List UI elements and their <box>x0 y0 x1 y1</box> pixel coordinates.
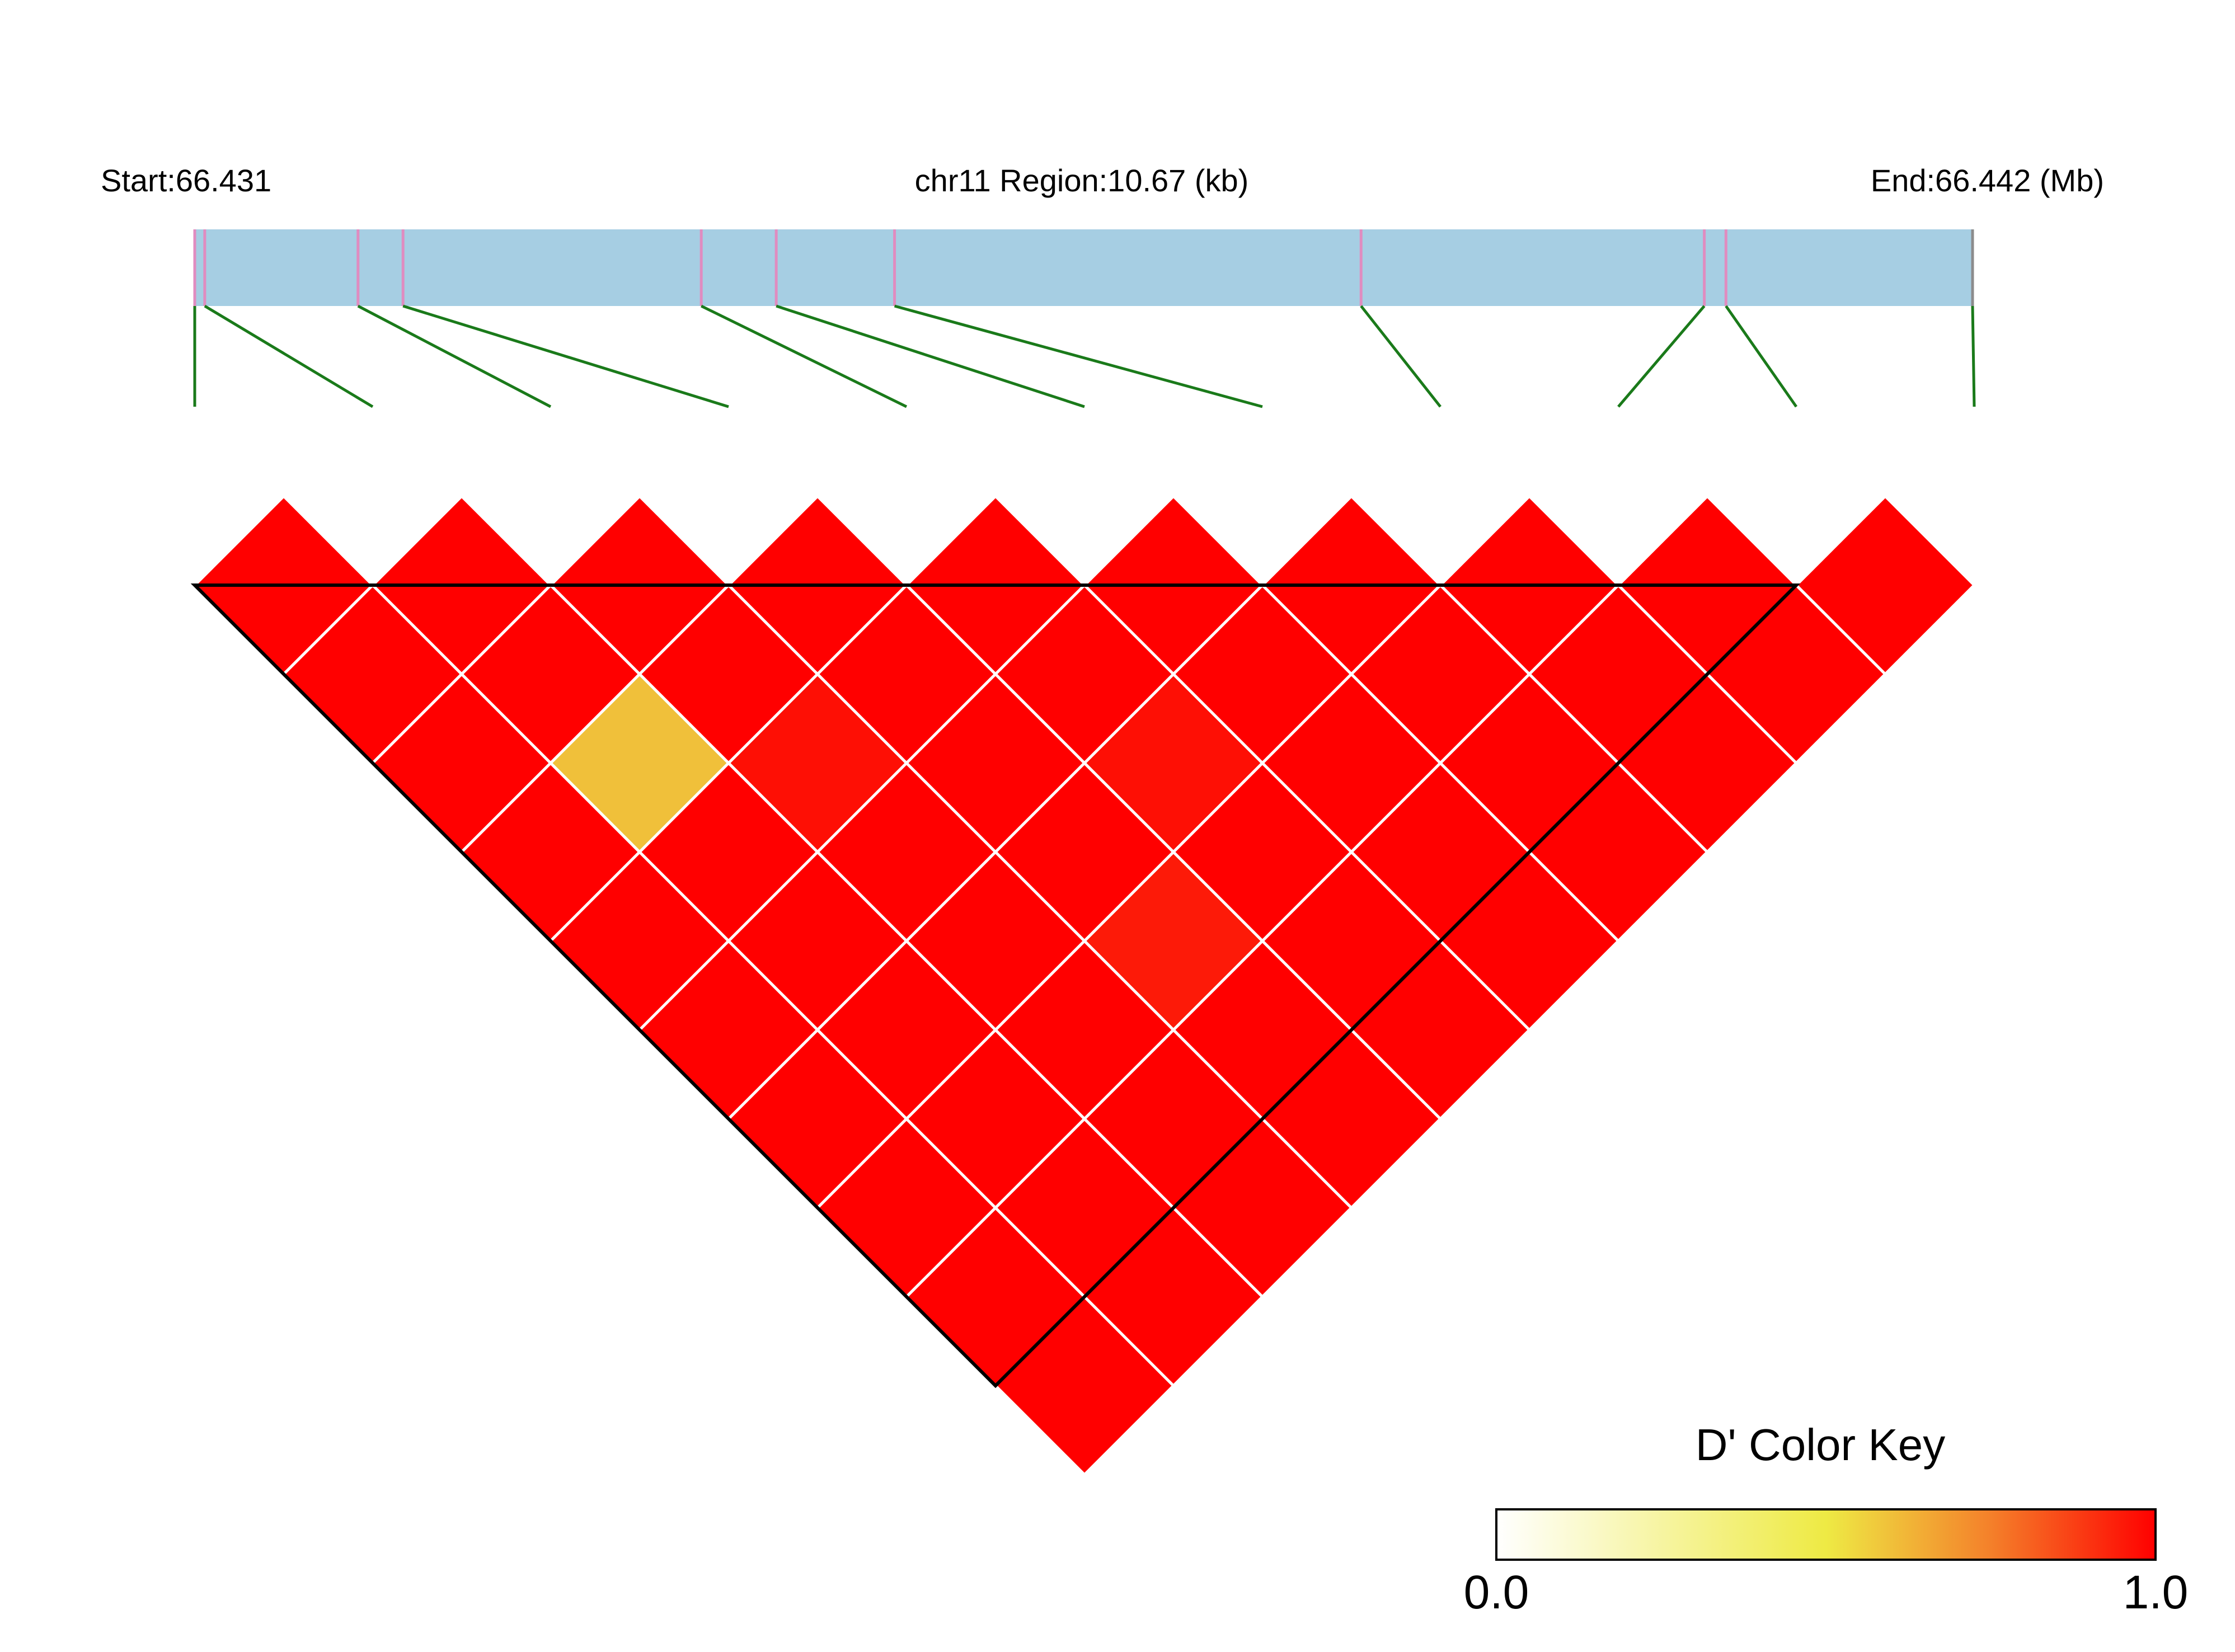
snp-connector <box>776 304 1085 408</box>
ld-heatmap-cells <box>192 494 1976 1477</box>
color-key-min-label: 0.0 <box>1464 1566 1529 1618</box>
ld-block-outline <box>190 583 1801 1389</box>
snp-connector <box>204 304 374 408</box>
chromosome-region-bar <box>195 229 1973 306</box>
color-key-max-label: 1.0 <box>2123 1566 2189 1618</box>
snp-connector <box>1725 305 1798 408</box>
snp-connector-lines <box>193 304 1976 408</box>
color-key-title: D' Color Key <box>1696 1420 1946 1470</box>
snp-connector <box>701 304 908 408</box>
header-labels: Start:66.431 chr11 Region:10.67 (kb) End… <box>101 163 2104 198</box>
chromosome-track <box>193 229 1976 408</box>
ld-heatmap <box>190 494 1976 1477</box>
snp-connector <box>1971 305 1976 407</box>
ld-block-triangle <box>190 583 1801 1389</box>
color-key: D' Color Key 0.0 1.0 <box>1464 1420 2189 1618</box>
region-end-label: End:66.442 (Mb) <box>1871 163 2104 198</box>
snp-connector <box>1617 305 1706 408</box>
ld-cell <box>1794 494 1976 676</box>
color-key-gradient-bar <box>1495 1508 2157 1561</box>
region-start-label: Start:66.431 <box>101 163 271 198</box>
snp-connector <box>894 304 1263 408</box>
snp-connector <box>357 304 552 408</box>
snp-connector <box>1360 305 1442 408</box>
snp-position-ticks <box>193 229 1974 306</box>
region-size-label: chr11 Region:10.67 (kb) <box>915 163 1249 198</box>
snp-connector <box>402 304 729 408</box>
